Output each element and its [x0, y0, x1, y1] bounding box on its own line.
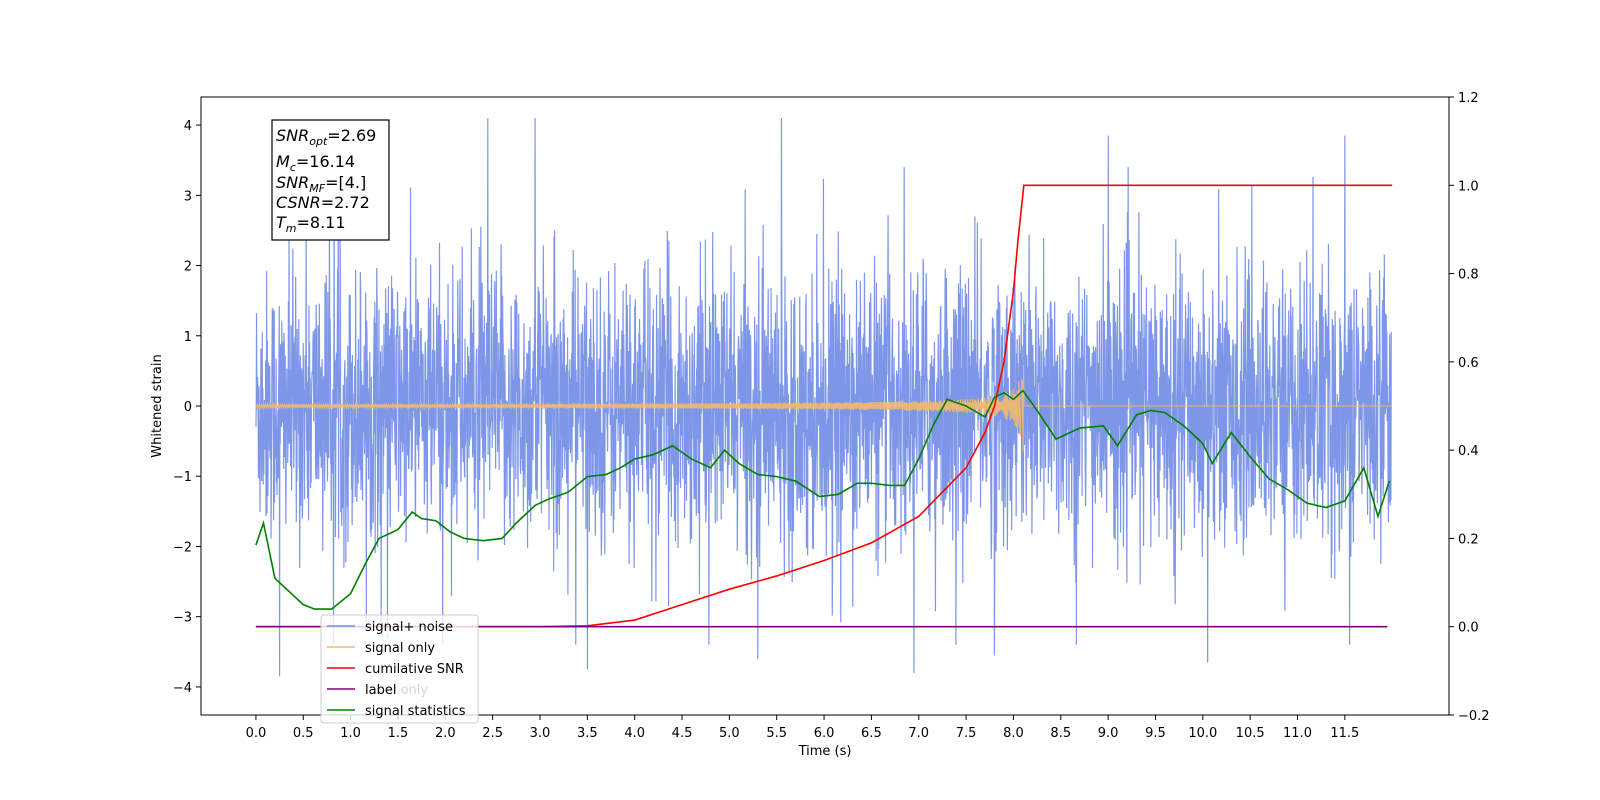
right-y-tick-label: −0.2 [1458, 709, 1490, 724]
right-y-tick-label: 0.2 [1458, 532, 1479, 547]
x-tick-label: 5.0 [719, 726, 740, 741]
right-y-tick-label: 0.8 [1458, 268, 1479, 283]
x-tick-label: 0.5 [293, 726, 314, 741]
x-tick-label: 1.0 [340, 726, 361, 741]
left-y-tick-label: 4 [184, 119, 192, 134]
right-y-tick-label: 1.2 [1458, 91, 1479, 106]
legend-label-cumulative-snr: cumilative SNR [365, 662, 464, 677]
annotation-tm: Tm=8.11 [276, 213, 346, 235]
legend-label-label: label [365, 683, 396, 698]
left-y-tick-label: 2 [184, 260, 192, 275]
x-tick-label: 4.0 [624, 726, 645, 741]
legend-label-hidden: label only [365, 683, 428, 698]
x-axis-label: Time (s) [798, 744, 852, 759]
left-y-tick-label: −3 [173, 611, 192, 626]
x-tick-label: 7.0 [908, 726, 929, 741]
left-y-tick-label: 3 [184, 189, 192, 204]
right-y-tick-label: 0.0 [1458, 621, 1479, 636]
right-y-tick-label: 0.4 [1458, 444, 1479, 459]
x-tick-label: 10.5 [1236, 726, 1265, 741]
annotation-box: SNRopt=2.69 Mc=16.14 SNRMF=[4.] CSNR=2.7… [271, 119, 390, 241]
x-tick-label: 10.0 [1188, 726, 1217, 741]
annotation-snr-mf: SNRMF=[4.] [276, 173, 366, 195]
x-tick-label: 6.0 [814, 726, 835, 741]
series-cumulative-snr [255, 184, 1393, 628]
x-tick-label: 6.5 [861, 726, 882, 741]
x-tick-label: 2.0 [435, 726, 456, 741]
x-tick-label: 8.5 [1050, 726, 1071, 741]
legend-label-signal-statistics: signal statistics [365, 704, 466, 719]
legend-label-signal-only: signal only [365, 641, 435, 656]
left-y-tick-label: −1 [173, 470, 192, 485]
left-y-axis-label: Whitened strain [150, 354, 165, 457]
annotation-snr-opt: SNRopt=2.69 [276, 126, 376, 148]
x-tick-label: 11.5 [1330, 726, 1359, 741]
series-signal-noise [255, 118, 1392, 677]
x-tick-label: 9.5 [1145, 726, 1166, 741]
right-y-tick-label: 0.6 [1458, 356, 1479, 371]
x-tick-label: 11.0 [1283, 726, 1312, 741]
x-tick-label: 8.0 [1003, 726, 1024, 741]
x-tick-label: 3.5 [577, 726, 598, 741]
legend: signal+ noise signal only cumilative SNR… [320, 614, 479, 724]
left-y-tick-label: 1 [184, 330, 192, 345]
left-y-tick-label: −4 [173, 681, 192, 696]
right-y-axis-ticks: −0.2 0.0 0.2 0.4 0.6 0.8 1.0 1.2 [1449, 91, 1490, 724]
x-tick-label: 3.0 [530, 726, 551, 741]
x-tick-label: 2.5 [482, 726, 503, 741]
annotation-mc: Mc=16.14 [276, 152, 355, 174]
right-y-tick-label: 1.0 [1458, 179, 1479, 194]
series-signal-statistics [255, 389, 1391, 610]
annotation-frame [271, 119, 390, 241]
x-tick-label: 9.0 [1098, 726, 1119, 741]
series-signal-only [255, 364, 1392, 452]
left-y-axis-ticks: −4 −3 −2 −1 0 1 2 3 4 [173, 119, 201, 696]
left-y-tick-label: 0 [184, 400, 192, 415]
series-layer [255, 118, 1393, 677]
legend-label-signal-noise: signal+ noise [365, 620, 453, 635]
x-axis-ticks: 0.0 0.5 1.0 1.5 2.0 2.5 3.0 3.5 4.0 4.5 5.0 5.5 6.0 6… [246, 715, 1359, 741]
x-tick-label: 7.5 [956, 726, 977, 741]
x-tick-label: 0.0 [246, 726, 267, 741]
x-tick-label: 5.5 [766, 726, 787, 741]
x-tick-label: 1.5 [388, 726, 409, 741]
annotation-csnr: CSNR=2.72 [276, 193, 370, 212]
x-tick-label: 4.5 [672, 726, 693, 741]
legend-frame [320, 614, 479, 724]
left-y-tick-label: −2 [173, 540, 192, 555]
